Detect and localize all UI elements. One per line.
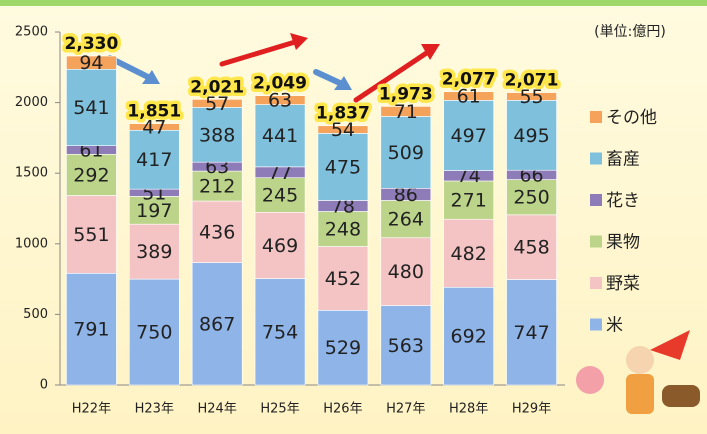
y-tick-label: 1000 — [15, 236, 48, 251]
total-label: 1,973 — [379, 84, 433, 104]
value-label: 750 — [136, 322, 172, 344]
total-label: 2,077 — [442, 70, 496, 90]
value-label: 791 — [73, 319, 109, 341]
value-label: 452 — [325, 268, 361, 290]
value-label: 388 — [199, 124, 235, 146]
value-label: 509 — [388, 142, 424, 164]
legend-label: 畜産 — [606, 150, 640, 170]
total-label: 2,049 — [253, 74, 307, 94]
unit-label: (単位:億円) — [594, 24, 666, 40]
y-tick-label: 2500 — [15, 25, 48, 40]
x-tick-label: H26年 — [323, 402, 362, 417]
y-tick-label: 1500 — [15, 166, 48, 181]
chart: (単位:億円) 0 500 1000 1500 2000 2500 H22年 791 551 29… — [0, 0, 707, 434]
value-label: 248 — [325, 218, 361, 240]
value-label: 551 — [73, 224, 109, 246]
total-label: 1,837 — [316, 104, 370, 124]
x-tick-label: H27年 — [386, 402, 425, 417]
value-label: 541 — [73, 97, 109, 119]
x-tick-label: H28年 — [449, 402, 488, 417]
value-label: 94 — [79, 52, 103, 74]
legend-swatch — [590, 236, 602, 248]
value-label: 417 — [136, 149, 172, 171]
value-label: 495 — [513, 125, 549, 147]
value-label: 497 — [451, 125, 487, 147]
value-label: 475 — [325, 156, 361, 178]
y-tick-label: 2000 — [15, 95, 48, 110]
y-tick-label: 500 — [23, 307, 48, 322]
value-label: 250 — [513, 187, 549, 209]
value-label: 292 — [73, 164, 109, 186]
value-label: 436 — [199, 221, 235, 243]
value-label: 480 — [388, 261, 424, 283]
total-label: 1,851 — [127, 102, 181, 122]
legend-label: 果物 — [606, 233, 640, 253]
total-label: 2,330 — [65, 34, 119, 54]
x-tick-label: H25年 — [260, 402, 299, 417]
legend-swatch — [590, 277, 602, 289]
legend-label: 野菜 — [606, 274, 640, 294]
legend-swatch — [590, 111, 602, 123]
value-label: 245 — [262, 185, 298, 207]
legend-swatch — [590, 194, 602, 206]
value-label: 482 — [451, 243, 487, 265]
x-tick-label: H23年 — [135, 402, 174, 417]
total-label: 2,021 — [190, 78, 244, 98]
value-label: 692 — [451, 326, 487, 348]
value-label: 563 — [388, 335, 424, 357]
x-tick-label: H29年 — [512, 402, 551, 417]
value-label: 441 — [262, 125, 298, 147]
x-tick-label: H24年 — [198, 402, 237, 417]
value-label: 271 — [451, 190, 487, 212]
value-label: 469 — [262, 235, 298, 257]
value-label: 458 — [513, 237, 549, 259]
total-label: 2,071 — [505, 71, 559, 91]
legend-label: その他 — [606, 108, 657, 128]
legend-label: 花き — [606, 191, 640, 211]
value-label: 867 — [199, 313, 235, 335]
legend-label: 米 — [606, 316, 623, 336]
top-border — [0, 0, 707, 6]
value-label: 264 — [388, 209, 424, 231]
value-label: 212 — [199, 176, 235, 198]
legend-swatch — [590, 319, 602, 331]
value-label: 389 — [136, 241, 172, 263]
value-label: 747 — [513, 322, 549, 344]
value-label: 754 — [262, 321, 298, 343]
value-label: 529 — [325, 337, 361, 359]
y-tick-label: 0 — [40, 378, 48, 393]
x-tick-label: H22年 — [72, 402, 111, 417]
legend-swatch — [590, 153, 602, 165]
